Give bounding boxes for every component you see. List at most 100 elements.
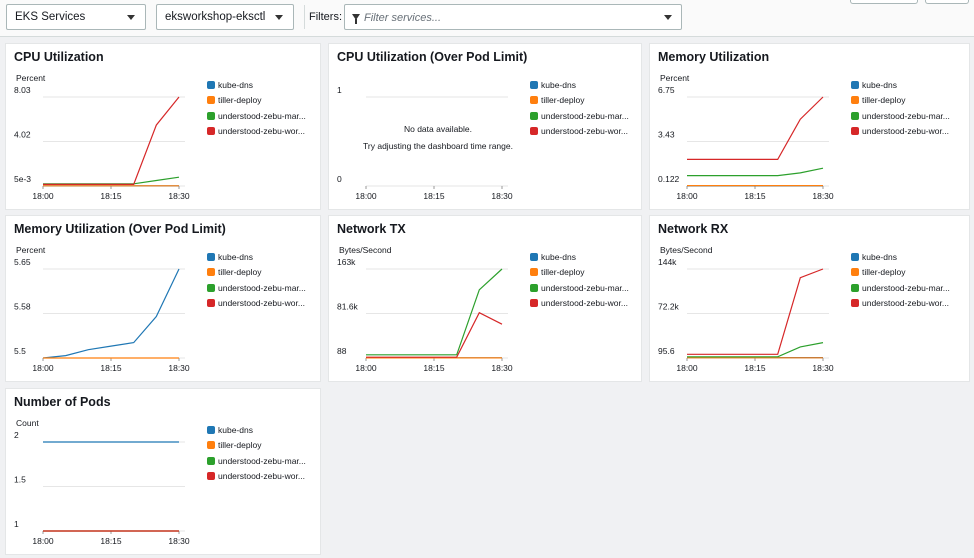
legend-item-tiller-deploy[interactable]: tiller-deploy	[530, 95, 629, 110]
chart-legend: kube-dns tiller-deploy understood-zebu-mar…	[851, 80, 950, 141]
legend-item-understood-zebu-mar[interactable]: understood-zebu-mar...	[530, 111, 629, 126]
series-line-understood-zebu-mar[interactable]	[43, 176, 180, 185]
legend-item-understood-zebu-mar[interactable]: understood-zebu-mar...	[851, 111, 950, 126]
service-select[interactable]: EKS Services	[6, 4, 146, 30]
legend-label: kube-dns	[541, 252, 576, 262]
widget-cpu-utilization-over-pod-limit[interactable]: CPU Utilization (Over Pod Limit) 1 0 18:00 1…	[328, 43, 642, 210]
legend-swatch	[207, 441, 215, 450]
y-tick-label: 5.58	[14, 302, 31, 312]
series-line-kube-dns[interactable]	[42, 268, 180, 359]
chart-legend: kube-dns tiller-deploy understood-zebu-mar…	[530, 252, 629, 313]
legend-item-understood-zebu-wor[interactable]: understood-zebu-wor...	[207, 126, 306, 141]
y-tick-label: 6.75	[658, 85, 675, 95]
line-chart: 1 0 18:00 18:15 18:30 No data available. Try a…	[337, 85, 513, 201]
widget-title: Number of Pods	[14, 395, 111, 409]
chart-legend: kube-dns tiller-deploy understood-zebu-mar…	[207, 252, 306, 313]
no-data-hint: Try adjusting the dashboard time range.	[363, 141, 513, 151]
dashboard-toolbar: EKS Services eksworkshop-eksctl Filters:…	[0, 0, 974, 37]
legend-label: understood-zebu-mar...	[218, 282, 306, 293]
series-line-understood-zebu-wor[interactable]	[366, 311, 503, 358]
y-tick-label: 0	[337, 174, 342, 184]
widget-title: Memory Utilization (Over Pod Limit)	[14, 222, 226, 236]
toolbar-button[interactable]	[925, 0, 969, 4]
legend-swatch	[530, 298, 538, 307]
legend-item-understood-zebu-wor[interactable]: understood-zebu-wor...	[207, 298, 306, 313]
series-line-understood-zebu-mar[interactable]	[366, 268, 503, 356]
legend-swatch	[530, 268, 538, 277]
widget-memory-utilization[interactable]: Memory Utilization Percent 6.75 3.43 0.122 18…	[649, 43, 970, 210]
cluster-select-value: eksworkshop-eksctl	[165, 11, 266, 23]
widget-network-rx[interactable]: Network RX Bytes/Second 144k 72.2k 95.6 18:00…	[649, 215, 970, 382]
widget-number-of-pods[interactable]: Number of Pods Count 2 1.5 1 18:00 18:15 18:30 k…	[5, 388, 321, 555]
legend-label: understood-zebu-mar...	[862, 110, 950, 121]
x-tick-label: 18:30	[168, 536, 190, 546]
legend-swatch	[530, 253, 538, 261]
legend-label: understood-zebu-wor...	[218, 470, 305, 481]
series-line-understood-zebu-wor[interactable]	[687, 96, 824, 161]
legend-item-kube-dns[interactable]: kube-dns	[530, 80, 629, 95]
chart-legend: kube-dns tiller-deploy understood-zebu-mar…	[530, 80, 629, 141]
legend-label: understood-zebu-mar...	[218, 455, 306, 466]
legend-label: kube-dns	[541, 80, 576, 90]
legend-item-understood-zebu-mar[interactable]: understood-zebu-mar...	[207, 456, 306, 471]
legend-item-understood-zebu-mar[interactable]: understood-zebu-mar...	[530, 283, 629, 298]
legend-item-tiller-deploy[interactable]: tiller-deploy	[207, 267, 306, 282]
legend-label: kube-dns	[218, 252, 253, 262]
toolbar-button[interactable]	[850, 0, 918, 4]
legend-item-tiller-deploy[interactable]: tiller-deploy	[207, 440, 306, 455]
series-line-understood-zebu-wor[interactable]	[43, 96, 180, 186]
legend-item-tiller-deploy[interactable]: tiller-deploy	[851, 267, 950, 282]
legend-swatch	[207, 471, 215, 480]
y-tick-label: 8.03	[14, 85, 31, 95]
legend-item-kube-dns[interactable]: kube-dns	[207, 425, 306, 440]
line-chart: 8.03 4.02 5e-318:00 18:15 18:30	[14, 85, 190, 201]
legend-swatch	[851, 111, 859, 120]
legend-item-kube-dns[interactable]: kube-dns	[851, 252, 950, 267]
legend-item-understood-zebu-mar[interactable]: understood-zebu-mar...	[207, 283, 306, 298]
legend-item-understood-zebu-wor[interactable]: understood-zebu-wor...	[530, 126, 629, 141]
series-line-understood-zebu-mar[interactable]	[687, 342, 824, 358]
legend-item-understood-zebu-wor[interactable]: understood-zebu-wor...	[851, 126, 950, 141]
legend-item-kube-dns[interactable]: kube-dns	[207, 252, 306, 267]
legend-item-understood-zebu-wor[interactable]: understood-zebu-wor...	[207, 471, 306, 486]
y-tick-label: 1	[14, 519, 19, 529]
legend-swatch	[851, 283, 859, 292]
x-tick-label: 18:15	[744, 363, 766, 373]
filter-services-input[interactable]: Filter services...	[344, 4, 682, 30]
legend-item-tiller-deploy[interactable]: tiller-deploy	[207, 95, 306, 110]
legend-item-kube-dns[interactable]: kube-dns	[207, 80, 306, 95]
x-tick-label: 18:00	[32, 536, 54, 546]
chart-legend: kube-dns tiller-deploy understood-zebu-mar…	[851, 252, 950, 313]
legend-item-kube-dns[interactable]: kube-dns	[530, 252, 629, 267]
widget-network-tx[interactable]: Network TX Bytes/Second 163k 81.6k 88 18:00 18…	[328, 215, 642, 382]
series-line-understood-zebu-mar[interactable]	[687, 167, 824, 177]
legend-item-understood-zebu-mar[interactable]: understood-zebu-mar...	[207, 111, 306, 126]
legend-swatch	[530, 81, 538, 89]
x-tick-label: 18:15	[100, 536, 122, 546]
legend-item-kube-dns[interactable]: kube-dns	[851, 80, 950, 95]
legend-item-tiller-deploy[interactable]: tiller-deploy	[530, 267, 629, 282]
x-tick-label: 18:30	[812, 191, 834, 201]
x-tick-label: 18:30	[812, 363, 834, 373]
legend-item-understood-zebu-wor[interactable]: understood-zebu-wor...	[530, 298, 629, 313]
legend-label: kube-dns	[862, 252, 897, 262]
chevron-down-icon	[664, 15, 672, 20]
widget-cpu-utilization[interactable]: CPU Utilization Percent 8.03 4.02 5e-3 18:00 1…	[5, 43, 321, 210]
x-tick-label: 18:15	[744, 191, 766, 201]
y-axis-unit: Bytes/Second	[660, 245, 713, 255]
legend-label: understood-zebu-wor...	[862, 125, 949, 136]
legend-label: tiller-deploy	[541, 95, 585, 106]
filter-icon	[352, 14, 360, 24]
toolbar-divider	[304, 5, 305, 29]
legend-label: kube-dns	[218, 425, 253, 435]
legend-item-understood-zebu-wor[interactable]: understood-zebu-wor...	[851, 298, 950, 313]
series-line-understood-zebu-wor[interactable]	[687, 268, 824, 355]
y-axis-unit: Percent	[660, 73, 690, 83]
cluster-select[interactable]: eksworkshop-eksctl	[156, 4, 294, 30]
legend-item-understood-zebu-mar[interactable]: understood-zebu-mar...	[851, 283, 950, 298]
widget-memory-utilization-over-pod-limit[interactable]: Memory Utilization (Over Pod Limit) Perce…	[5, 215, 321, 382]
widget-title: Network RX	[658, 222, 729, 236]
legend-item-tiller-deploy[interactable]: tiller-deploy	[851, 95, 950, 110]
legend-label: kube-dns	[862, 80, 897, 90]
x-tick-label: 18:00	[355, 363, 377, 373]
